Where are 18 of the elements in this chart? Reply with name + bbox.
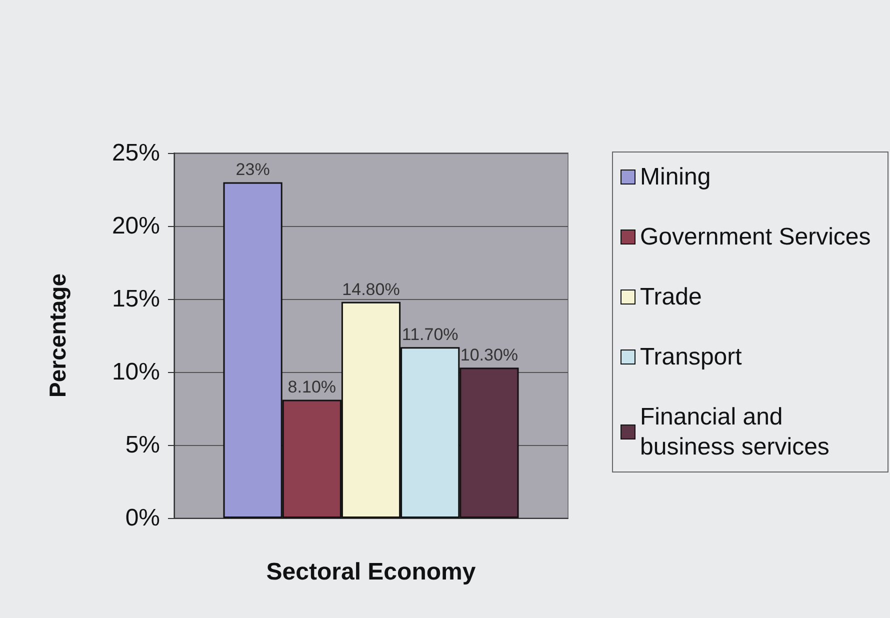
- y-tick-label: 5%: [125, 432, 160, 458]
- data-label: 8.10%: [288, 378, 336, 397]
- y-axis-title: Percentage: [44, 273, 70, 398]
- legend-label: Trade: [640, 284, 702, 310]
- data-label: 23%: [236, 160, 270, 180]
- data-label: 14.80%: [342, 280, 400, 299]
- y-tick-label: 10%: [112, 358, 160, 386]
- legend-label: Financial and business services: [640, 404, 830, 460]
- y-tick-label: 0%: [125, 504, 160, 532]
- y-tick-label: 15%: [112, 286, 160, 312]
- x-axis-title: Sectoral Economy: [266, 558, 476, 586]
- legend-label: Mining: [640, 164, 711, 190]
- y-tick-label: 25%: [112, 140, 160, 166]
- data-label: 11.70%: [402, 325, 458, 344]
- legend-label: Transport: [640, 344, 742, 370]
- legend-label: Government Services: [640, 224, 871, 250]
- data-label: 10.30%: [460, 346, 518, 365]
- y-tick-label: 20%: [112, 212, 160, 240]
